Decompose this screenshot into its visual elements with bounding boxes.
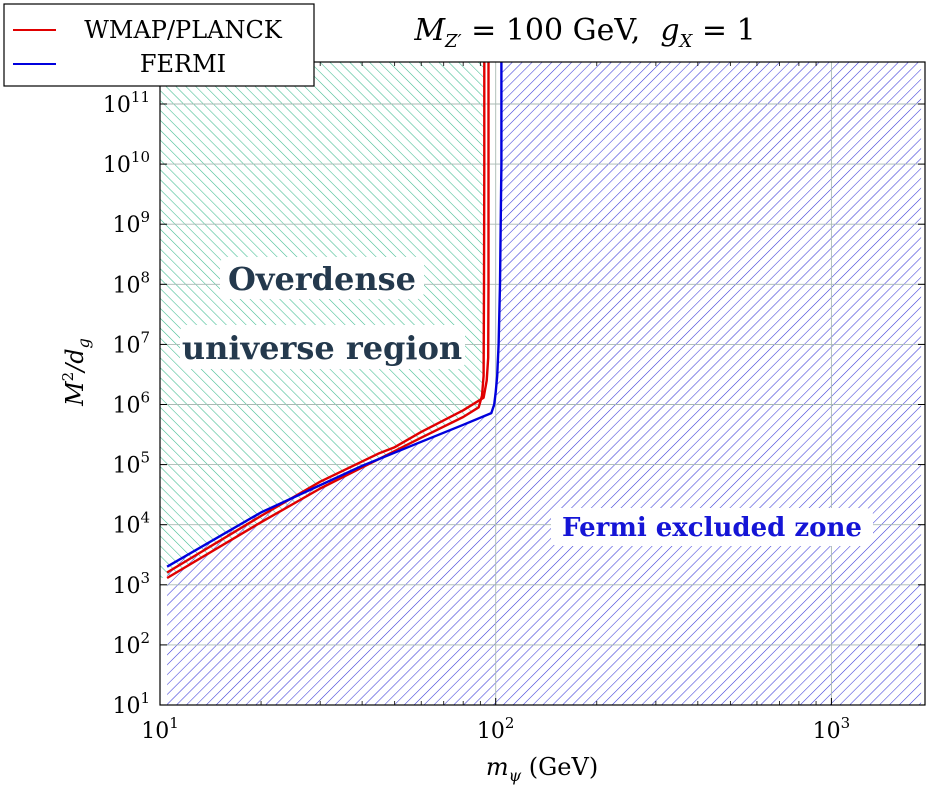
- legend-box: [3, 3, 315, 87]
- chart-title: MZ′ = 100 GeV, gX = 1: [413, 13, 755, 52]
- x-tick-label: 103: [813, 714, 851, 744]
- title-coupling-value: = 1: [692, 13, 755, 48]
- series-line-1: [166, 62, 490, 574]
- series-line-0: [166, 62, 486, 580]
- y-axis-superscript: 2: [59, 372, 77, 382]
- overdense-label-line2: universe region: [182, 329, 462, 367]
- y-tick-label: 105: [112, 449, 150, 479]
- y-axis-subscript: g: [74, 338, 93, 348]
- y-tick-label: 104: [112, 509, 150, 539]
- y-tick-label: 107: [112, 328, 150, 358]
- x-axis-subscript: ψ: [509, 766, 522, 785]
- overdense-region: [160, 62, 485, 578]
- legend-label-wmap: WMAP/PLANCK: [84, 16, 283, 44]
- fermi-label-background: [551, 508, 873, 546]
- y-axis-symbol: M: [61, 380, 89, 407]
- x-axis-unit: (GeV): [521, 753, 598, 781]
- fermi-excluded-label: Fermi excluded zone: [551, 508, 873, 546]
- y-tick-label: 1010: [103, 148, 150, 178]
- title-mass-value: = 100 GeV,: [462, 13, 641, 48]
- universe-label-background: [180, 325, 465, 369]
- plot-frame: [159, 61, 926, 706]
- shaded-regions: [160, 62, 922, 705]
- y-tick-label: 103: [112, 569, 150, 599]
- fermi-excluded-text: Fermi excluded zone: [562, 513, 862, 543]
- title-mass-subscript: Z′: [444, 31, 462, 52]
- y-tick-label: 101: [112, 689, 150, 719]
- y-axis-label: M2/dg: [59, 338, 93, 407]
- data-series: [166, 62, 503, 580]
- series-line-2: [166, 62, 503, 568]
- y-tick-label: 102: [112, 629, 150, 659]
- tick-marks: 101 102 103 101 102 103 104 105 106 107 108 109 1010…: [103, 62, 925, 744]
- x-axis-symbol: m: [486, 753, 509, 781]
- y-tick-label: 108: [112, 268, 150, 298]
- overdense-label-background: [220, 257, 424, 299]
- x-tick-label: 102: [477, 714, 515, 744]
- y-tick-label: 109: [112, 208, 150, 238]
- overdense-label-line1: Overdense: [228, 260, 416, 298]
- title-coupling-symbol: g: [660, 13, 679, 48]
- x-axis-label: mψ (GeV): [486, 753, 598, 785]
- x-tick-label: 101: [141, 714, 179, 744]
- y-axis-slash: /d: [61, 348, 89, 373]
- legend-label-fermi: FERMI: [140, 50, 226, 78]
- overdense-label: Overdense universe region: [180, 257, 465, 369]
- y-tick-label: 1011: [103, 88, 150, 118]
- title-mass-symbol: M: [413, 13, 446, 48]
- grid-lines: [160, 62, 925, 705]
- legend: WMAP/PLANCK FERMI: [3, 3, 315, 87]
- y-tick-label: 106: [112, 389, 150, 419]
- title-coupling-subscript: X: [678, 31, 694, 52]
